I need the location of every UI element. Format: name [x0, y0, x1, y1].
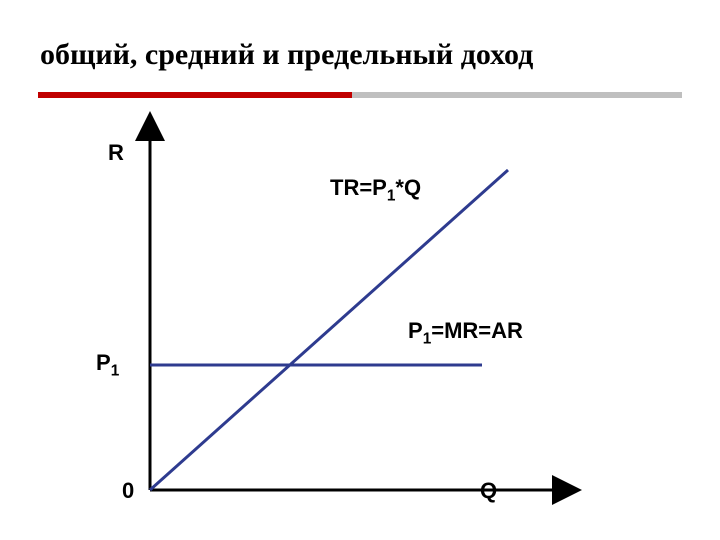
p1-label: P1: [96, 350, 119, 380]
tr-line-label: TR=P1*Q: [330, 175, 421, 205]
origin-label: 0: [122, 478, 134, 504]
mr-line-label: P1=MR=AR: [408, 318, 523, 348]
x-axis-label: Q: [480, 478, 497, 504]
chart-svg: [0, 0, 720, 540]
chart: R Q 0 P1 TR=P1*Q P1=MR=AR: [0, 0, 720, 540]
y-axis-label: R: [108, 140, 124, 166]
